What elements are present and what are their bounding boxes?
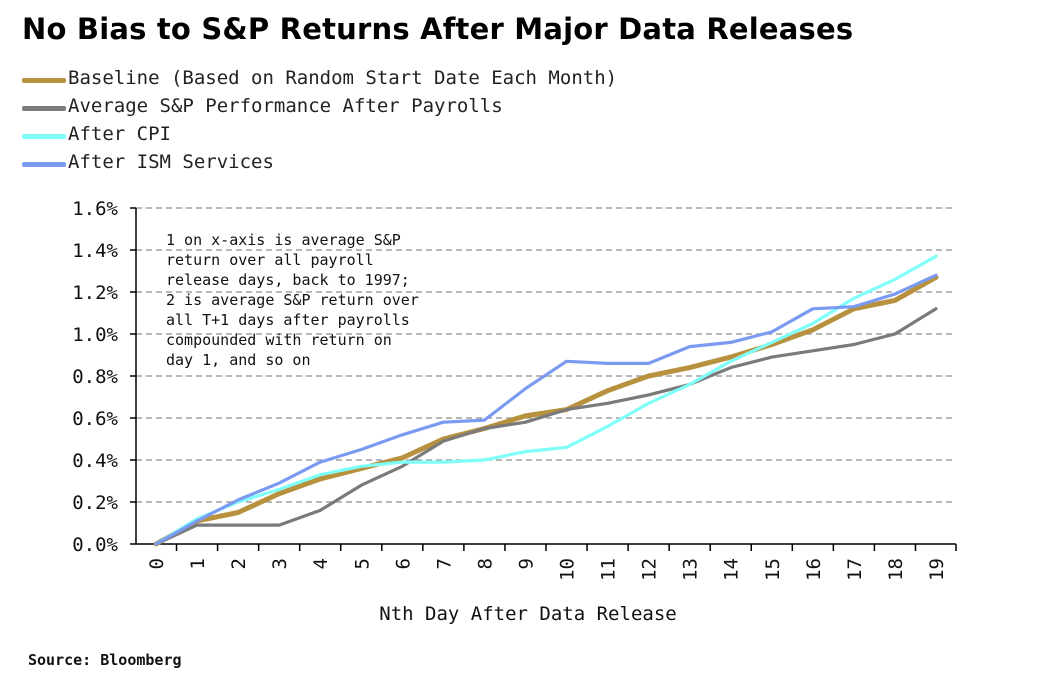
chart-title: No Bias to S&P Returns After Major Data …: [22, 12, 854, 46]
legend-label-payrolls: Average S&P Performance After Payrolls: [68, 95, 503, 117]
legend-swatch-baseline: [22, 78, 66, 83]
x-tick-label: 13: [680, 558, 702, 581]
series-line-payrolls: [154, 307, 938, 546]
y-tick-label: 1.6%: [72, 198, 118, 220]
x-tick-label: 14: [721, 558, 743, 581]
legend-label-baseline: Baseline (Based on Random Start Date Eac…: [68, 67, 618, 89]
x-tick-label: 2: [228, 558, 250, 569]
legend-swatch-payrolls: [22, 106, 66, 111]
x-tick-label: 0: [146, 558, 168, 569]
y-tick-label: 1.4%: [72, 240, 118, 262]
x-tick-label: 8: [474, 558, 496, 569]
series-line-cpi: [154, 254, 938, 546]
x-axis-title: Nth Day After Data Release: [379, 603, 676, 625]
y-tick-label: 1.0%: [72, 324, 118, 346]
x-tick-label: 3: [269, 558, 291, 569]
y-tick-label: 0.6%: [72, 408, 118, 430]
series-line-baseline: [153, 274, 939, 547]
y-tick-label: 1.2%: [72, 282, 118, 304]
x-tick-label: 11: [598, 558, 620, 581]
x-tick-label: 19: [926, 558, 948, 581]
legend-label-ism: After ISM Services: [68, 151, 274, 173]
x-tick-label: 4: [310, 558, 332, 569]
y-tick-label: 0.2%: [72, 492, 118, 514]
series-line-ism: [154, 273, 938, 546]
y-tick-label: 0.8%: [72, 366, 118, 388]
x-tick-label: 1: [187, 558, 209, 569]
chart-annotation: 1 on x-axis is average S&P return over a…: [166, 231, 419, 369]
x-tick-label: 9: [515, 558, 537, 569]
x-tick-label: 16: [803, 558, 825, 581]
source-note: Source: Bloomberg: [28, 651, 182, 669]
x-tick-label: 5: [351, 558, 373, 569]
x-tick-label: 6: [392, 558, 414, 569]
legend-swatch-cpi: [22, 134, 66, 139]
legend-swatch-ism: [22, 162, 66, 167]
y-tick-label: 0.4%: [72, 450, 118, 472]
y-tick-label: 0.0%: [72, 534, 118, 556]
x-tick-label: 7: [433, 558, 455, 569]
x-tick-label: 15: [762, 558, 784, 581]
x-tick-label: 12: [639, 558, 661, 581]
x-tick-label: 10: [557, 558, 579, 581]
x-tick-label: 18: [885, 558, 907, 581]
legend-label-cpi: After CPI: [68, 123, 171, 145]
x-tick-label: 17: [844, 558, 866, 581]
